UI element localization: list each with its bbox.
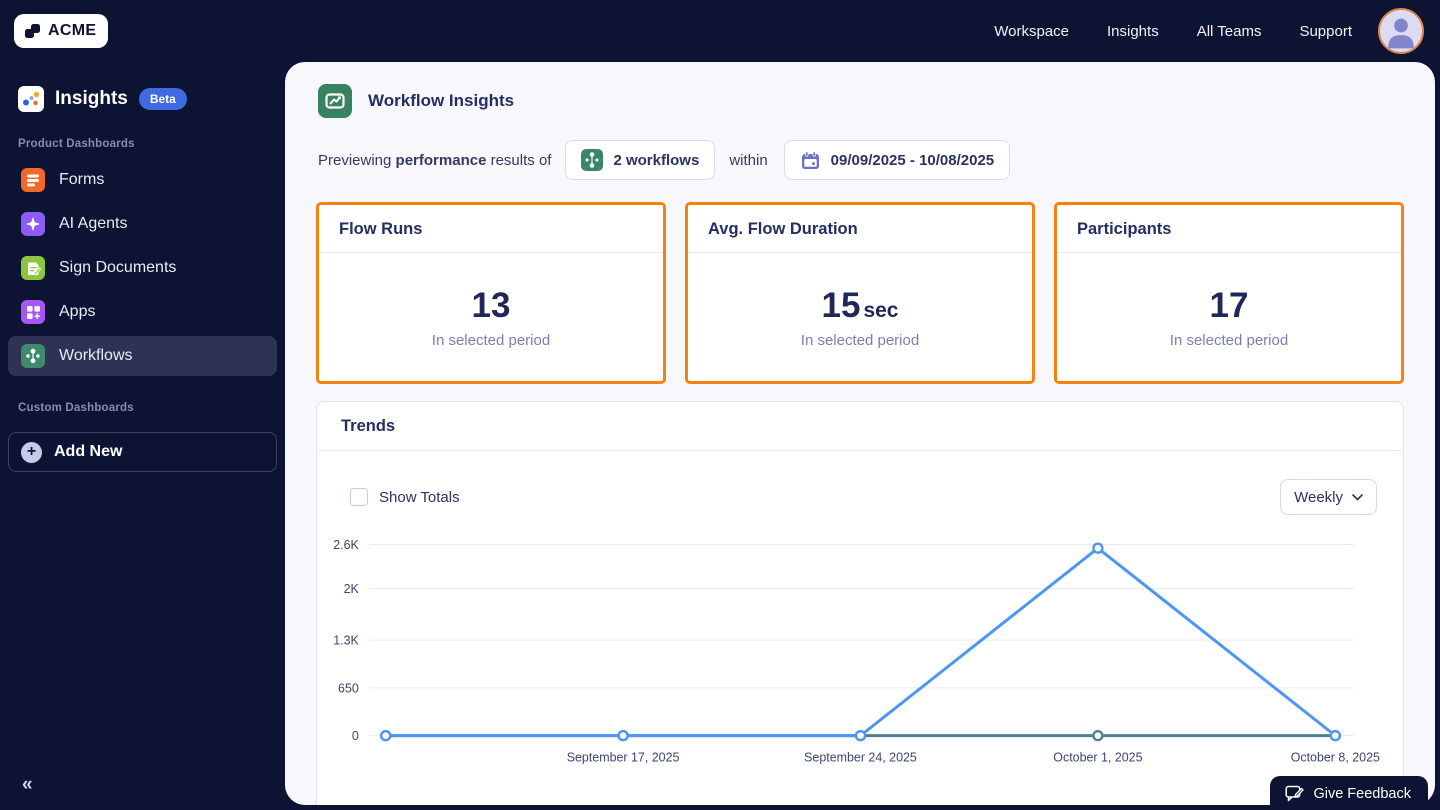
custom-dashboards-label: Custom Dashboards — [18, 402, 134, 414]
sidebar-item-forms[interactable]: Forms — [8, 160, 277, 200]
ai-agents-icon — [21, 212, 45, 236]
preview-text: Previewing performance results of — [318, 151, 552, 169]
chevron-down-icon — [1352, 493, 1363, 501]
forms-icon — [21, 168, 45, 192]
svg-text:September 17, 2025: September 17, 2025 — [567, 751, 680, 765]
sidebar: Insights Beta Product Dashboards Forms A… — [0, 62, 285, 810]
sidebar-item-sign-documents[interactable]: Sign Documents — [8, 248, 277, 288]
date-range-button[interactable]: 09/09/2025 - 10/08/2025 — [783, 140, 1011, 180]
svg-text:2K: 2K — [344, 582, 360, 596]
page-title: Workflow Insights — [368, 91, 515, 110]
person-icon — [1388, 18, 1414, 49]
metric-caption: In selected period — [431, 331, 551, 349]
nav-link-insights[interactable]: Insights — [1107, 22, 1159, 40]
trends-title: Trends — [341, 417, 396, 435]
metric-title: Participants — [1077, 220, 1172, 238]
svg-text:650: 650 — [338, 681, 359, 695]
metric-card-flow-runs: Flow Runs 13 In selected period — [316, 202, 666, 384]
trend-chart-area: 0 650 1.3K 2K 2.6K September 17, 2025 Septembe… — [317, 531, 1403, 784]
workflows-icon — [21, 344, 45, 368]
sidebar-title-row: Insights Beta — [8, 80, 277, 130]
within-label: within — [729, 151, 768, 169]
sign-documents-icon — [21, 256, 45, 280]
add-new-button[interactable]: + Add New — [8, 432, 277, 472]
sidebar-collapse-button[interactable]: « — [22, 774, 33, 795]
svg-text:1.3K: 1.3K — [333, 634, 359, 648]
beta-badge: Beta — [138, 88, 187, 110]
main-panel: Workflow Insights Previewing performance… — [285, 62, 1435, 805]
sidebar-item-workflows[interactable]: Workflows — [8, 336, 277, 376]
preview-bar: Previewing performance results of 2 work… — [285, 118, 1435, 180]
metric-caption: In selected period — [1169, 331, 1289, 349]
page-header: Workflow Insights — [285, 62, 1435, 118]
metric-card-avg-flow-duration: Avg. Flow Duration 15 sec In selected pe… — [685, 202, 1035, 384]
interval-select[interactable]: Weekly — [1280, 479, 1377, 515]
product-dashboards-label: Product Dashboards — [18, 138, 135, 150]
nav-link-workspace[interactable]: Workspace — [994, 22, 1069, 40]
metric-card-participants: Participants 17 In selected period — [1054, 202, 1404, 384]
nav-link-all-teams[interactable]: All Teams — [1196, 22, 1262, 40]
metric-value: 17 — [1209, 285, 1249, 325]
metric-cards-row: Flow Runs 13 In selected period Avg. Flo… — [316, 202, 1404, 384]
show-totals-checkbox[interactable] — [350, 488, 368, 506]
calendar-icon — [800, 150, 821, 171]
metric-title: Avg. Flow Duration — [708, 220, 858, 238]
nav-link-support[interactable]: Support — [1299, 22, 1352, 40]
give-feedback-button[interactable]: Give Feedback — [1270, 776, 1428, 810]
acme-logo-text: ACME — [48, 22, 97, 39]
workflow-insights-icon — [318, 84, 352, 118]
acme-logo[interactable]: ACME — [14, 14, 109, 48]
apps-icon — [21, 300, 45, 324]
metric-title: Flow Runs — [339, 220, 423, 238]
insights-app-icon — [18, 86, 44, 112]
metric-caption: In selected period — [800, 331, 920, 349]
metric-unit: sec — [863, 298, 899, 322]
acme-logo-icon — [22, 20, 44, 42]
trends-card: Trends Show Totals Weekly 0 650 1.3K 2K 2.6K… — [316, 401, 1404, 805]
plus-icon: + — [21, 441, 42, 463]
metric-value: 15 — [821, 285, 861, 325]
sidebar-item-apps[interactable]: Apps — [8, 292, 277, 332]
svg-text:2.6K: 2.6K — [333, 538, 359, 552]
feedback-icon — [1285, 785, 1305, 802]
workflow-small-icon — [581, 149, 604, 171]
user-avatar[interactable] — [1378, 8, 1424, 54]
trend-line-chart[interactable]: 0 650 1.3K 2K 2.6K September 17, 2025 Septembe… — [318, 531, 1402, 779]
show-totals-toggle[interactable]: Show Totals — [350, 488, 460, 506]
svg-text:October 1, 2025: October 1, 2025 — [1053, 751, 1142, 765]
sidebar-item-ai-agents[interactable]: AI Agents — [8, 204, 277, 244]
svg-text:September 24, 2025: September 24, 2025 — [804, 751, 917, 765]
metric-value: 13 — [471, 285, 511, 325]
svg-text:0: 0 — [352, 729, 359, 743]
sidebar-app-title: Insights — [55, 88, 128, 109]
top-nav: Workspace Insights All Teams Support — [994, 23, 1352, 40]
top-bar: ACME Workspace Insights All Teams Suppor… — [0, 0, 1440, 62]
svg-text:October 8, 2025: October 8, 2025 — [1291, 751, 1380, 765]
workflows-selector-button[interactable]: 2 workflows — [565, 140, 716, 180]
